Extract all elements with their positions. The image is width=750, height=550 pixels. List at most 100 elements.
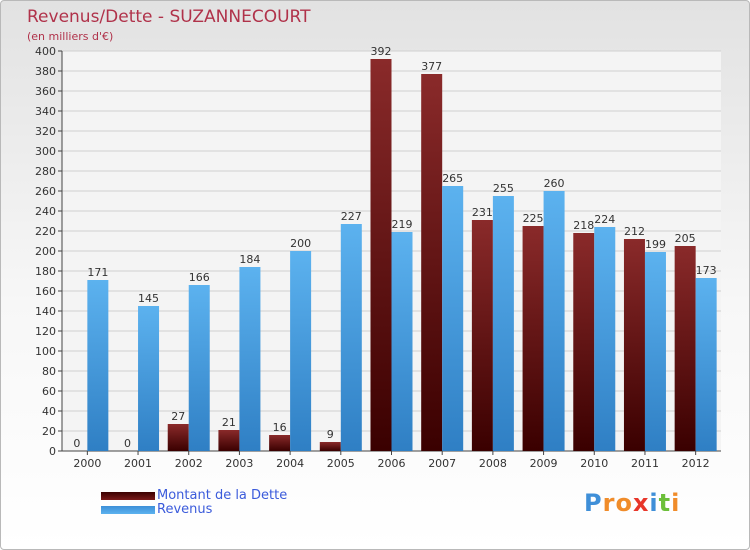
logo-letter: P (584, 489, 603, 517)
legend-swatch-dette (101, 491, 155, 500)
y-tick-label: 160 (35, 285, 56, 298)
data-label-dette-2011: 212 (624, 225, 645, 238)
bar-revenus-2000 (87, 280, 109, 451)
data-label-revenus-2007: 265 (442, 172, 463, 185)
y-tick-label: 340 (35, 105, 56, 118)
data-label-dette-2005: 9 (327, 428, 334, 441)
legend-label-revenus: Revenus (157, 502, 213, 517)
logo-letter: i (649, 489, 659, 517)
bar-dette-2003 (218, 430, 240, 451)
y-tick-label: 320 (35, 125, 56, 138)
data-label-revenus-2011: 199 (645, 238, 666, 251)
bar-chart: 0204060801001201401601802002202402602803… (35, 45, 721, 470)
bar-dette-2004 (269, 435, 291, 451)
x-tick-label: 2008 (479, 457, 507, 470)
bar-dette-2008 (471, 220, 493, 451)
x-tick-label: 2003 (225, 457, 253, 470)
y-tick-label: 0 (49, 445, 56, 458)
y-tick-label: 40 (42, 405, 56, 418)
y-tick-label: 280 (35, 165, 56, 178)
data-label-revenus-2009: 260 (544, 177, 565, 190)
y-tick-label: 140 (35, 305, 56, 318)
data-label-revenus-2001: 145 (138, 292, 159, 305)
bar-dette-2009 (522, 226, 544, 451)
bar-revenus-2008 (492, 196, 514, 451)
data-label-revenus-2010: 224 (594, 213, 615, 226)
legend-swatch-revenus (101, 505, 155, 514)
data-label-revenus-2006: 219 (392, 218, 413, 231)
y-tick-label: 360 (35, 85, 56, 98)
data-label-dette-2009: 225 (523, 212, 544, 225)
bar-revenus-2003 (239, 267, 261, 451)
bar-dette-2005 (319, 442, 341, 451)
x-tick-label: 2011 (631, 457, 659, 470)
data-label-dette-2004: 16 (273, 421, 287, 434)
x-tick-label: 2009 (530, 457, 558, 470)
bar-revenus-2010 (594, 227, 616, 451)
legend-item-dette: Montant de la Dette (101, 488, 288, 503)
bar-revenus-2001 (138, 306, 160, 451)
logo-letter: t (658, 489, 672, 517)
data-label-dette-2000: 0 (73, 437, 80, 450)
logo-letter: r (602, 489, 616, 517)
x-tick-label: 2000 (73, 457, 101, 470)
data-label-revenus-2000: 171 (87, 266, 108, 279)
proxiti-logo: Proxiti (584, 489, 680, 517)
bar-dette-2007 (421, 74, 443, 451)
bar-dette-2002 (167, 424, 189, 451)
bar-dette-2010 (573, 233, 595, 451)
y-tick-label: 20 (42, 425, 56, 438)
bar-revenus-2006 (391, 232, 413, 451)
data-label-dette-2010: 218 (573, 219, 594, 232)
bar-revenus-2011 (644, 252, 666, 451)
x-tick-label: 2001 (124, 457, 152, 470)
bar-dette-2012 (674, 246, 696, 451)
y-tick-label: 400 (35, 45, 56, 58)
data-label-revenus-2002: 166 (189, 271, 210, 284)
bar-revenus-2012 (695, 278, 717, 451)
data-label-dette-2006: 392 (371, 45, 392, 58)
data-label-revenus-2003: 184 (239, 253, 260, 266)
chart-title: Revenus/Dette - SUZANNECOURT (27, 7, 311, 27)
label-layer: 0 171 0 145 27 166 21 184 16 200 9 227 392 219 377 265 2… (73, 45, 716, 450)
y-tick-label: 60 (42, 385, 56, 398)
chart-subtitle: (en milliers d'€) (27, 30, 114, 43)
data-label-dette-2003: 21 (222, 416, 236, 429)
logo-letter: o (615, 489, 633, 517)
legend-label-dette: Montant de la Dette (157, 488, 288, 503)
data-label-dette-2012: 205 (675, 232, 696, 245)
bar-dette-2011 (623, 239, 645, 451)
y-tick-label: 300 (35, 145, 56, 158)
bar-dette-2006 (370, 59, 392, 451)
x-tick-label: 2007 (428, 457, 456, 470)
y-tick-label: 260 (35, 185, 56, 198)
bar-layer (87, 59, 717, 451)
data-label-dette-2008: 231 (472, 206, 493, 219)
y-tick-label: 100 (35, 345, 56, 358)
x-tick-label: 2006 (378, 457, 406, 470)
bar-revenus-2007 (442, 186, 464, 451)
y-tick-label: 220 (35, 225, 56, 238)
data-label-revenus-2012: 173 (696, 264, 717, 277)
data-label-dette-2007: 377 (421, 60, 442, 73)
data-label-revenus-2008: 255 (493, 182, 514, 195)
data-label-dette-2001: 0 (124, 437, 131, 450)
bar-revenus-2002 (188, 285, 210, 451)
x-tick-label: 2004 (276, 457, 304, 470)
y-tick-label: 240 (35, 205, 56, 218)
x-tick-label: 2010 (580, 457, 608, 470)
x-tick-label: 2002 (175, 457, 203, 470)
y-tick-label: 380 (35, 65, 56, 78)
y-tick-label: 80 (42, 365, 56, 378)
data-label-revenus-2004: 200 (290, 237, 311, 250)
bar-revenus-2009 (543, 191, 565, 451)
logo-letter: i (671, 489, 681, 517)
y-tick-label: 120 (35, 325, 56, 338)
bar-revenus-2004 (290, 251, 312, 451)
x-tick-label: 2012 (682, 457, 710, 470)
legend-item-revenus: Revenus (101, 502, 213, 517)
y-tick-label: 180 (35, 265, 56, 278)
data-label-dette-2002: 27 (171, 410, 185, 423)
data-label-revenus-2005: 227 (341, 210, 362, 223)
